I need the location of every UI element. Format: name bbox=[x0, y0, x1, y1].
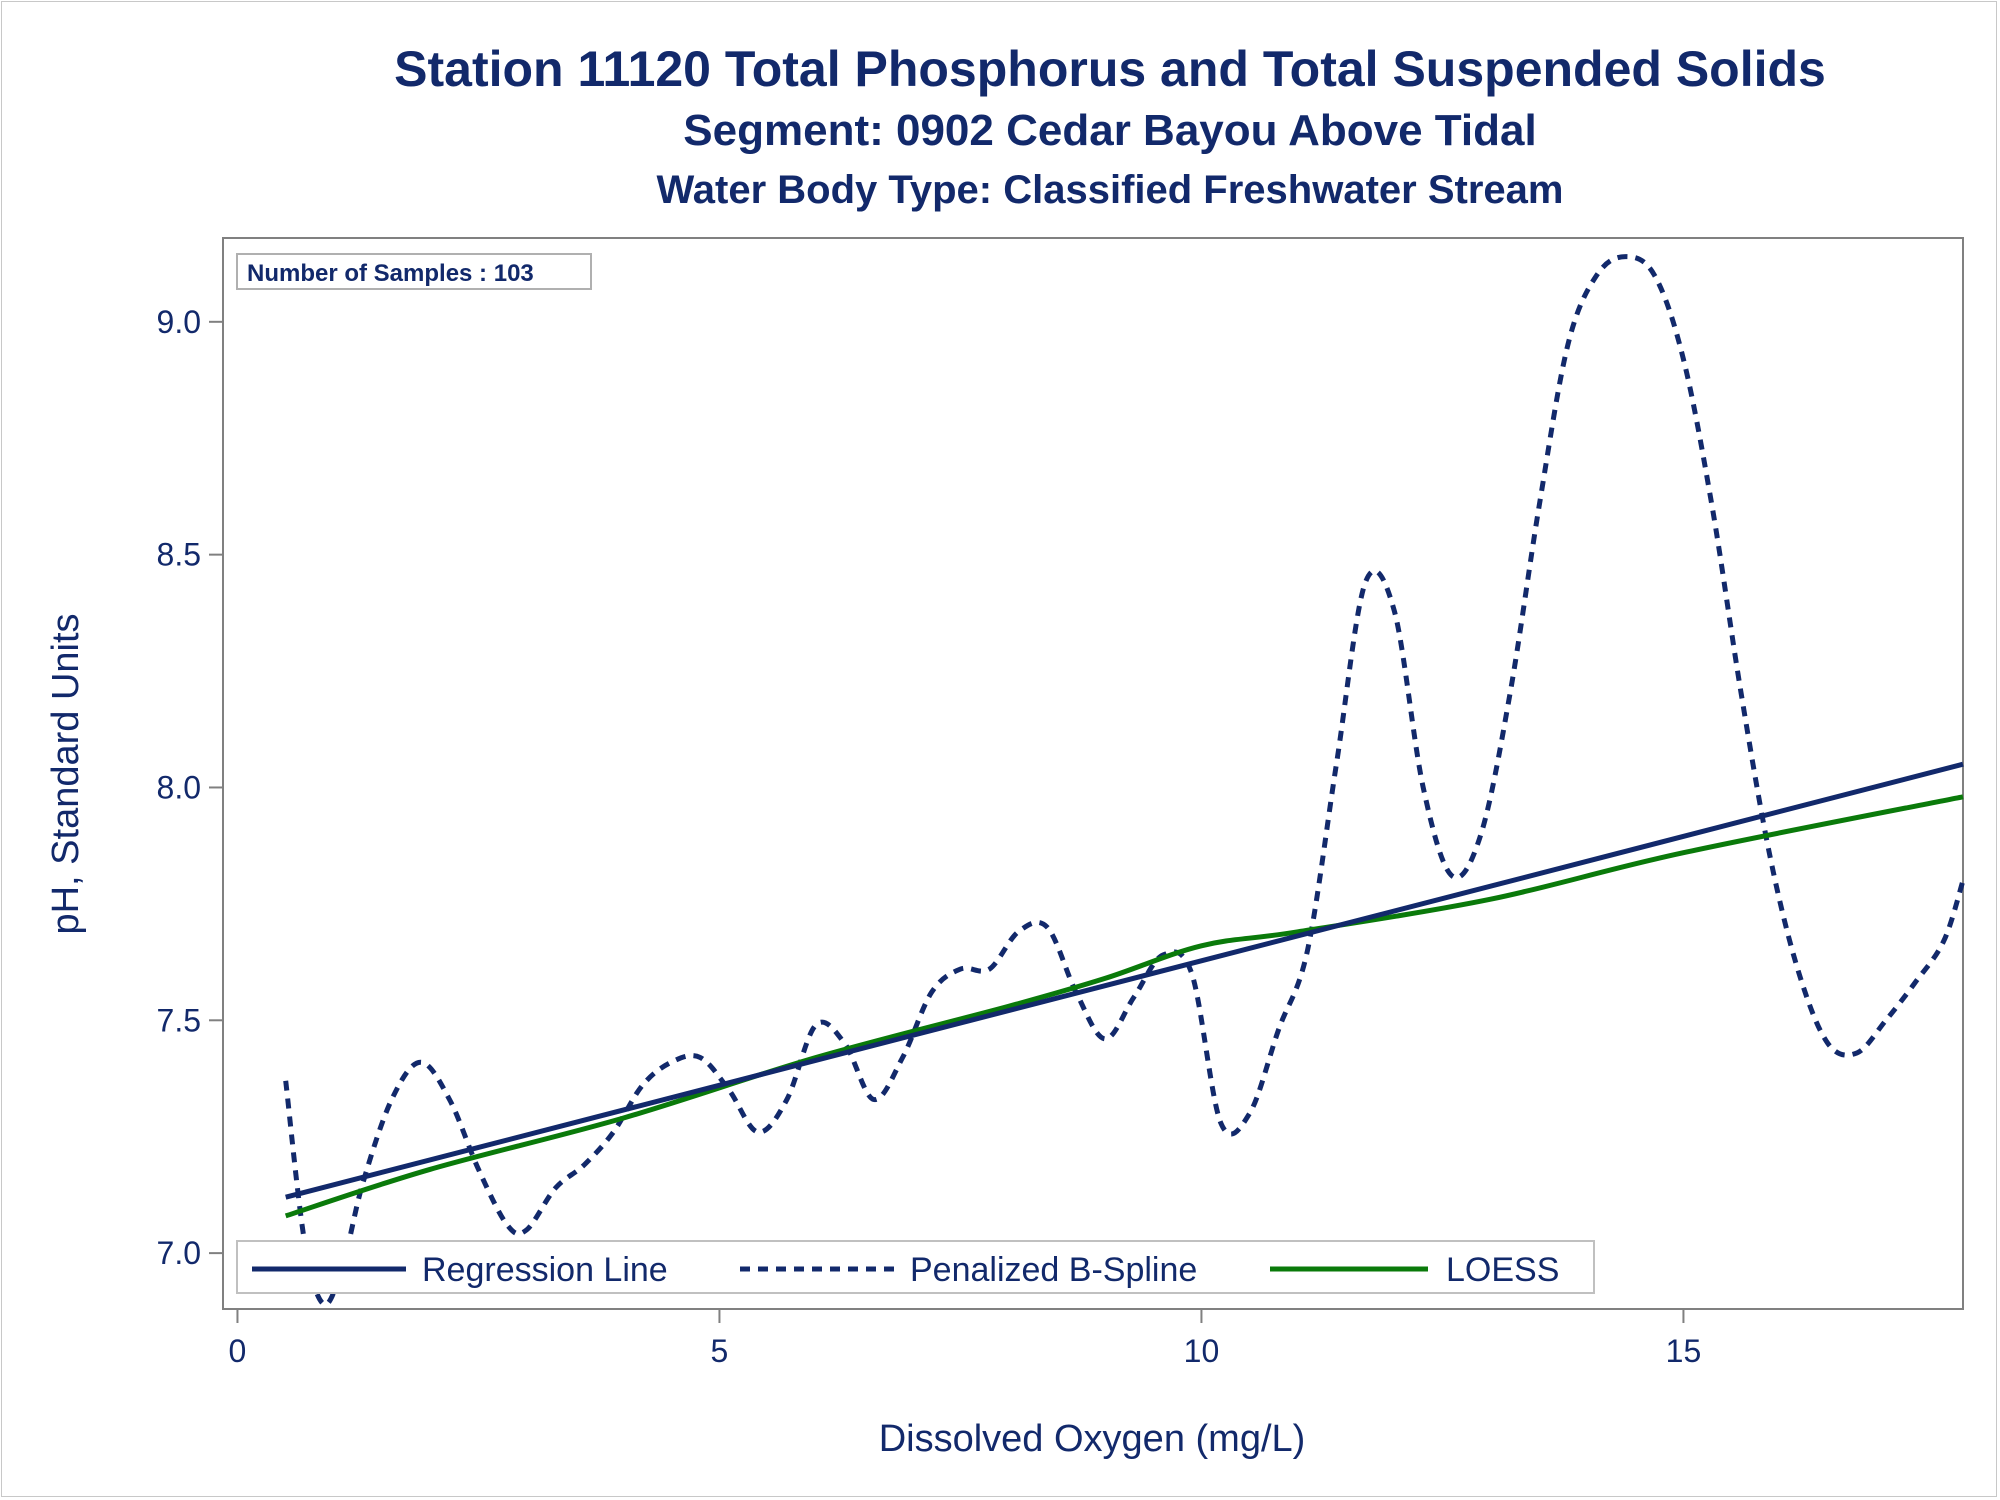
x-tick-label: 10 bbox=[1184, 1333, 1220, 1369]
y-axis: 7.0 7.5 8.0 8.5 9.0 bbox=[157, 304, 223, 1271]
x-tick-label: 15 bbox=[1666, 1333, 1702, 1369]
chart-titles: Station 11120 Total Phosphorus and Total… bbox=[0, 0, 2000, 230]
legend-label-regression: Regression Line bbox=[422, 1251, 668, 1289]
sample-count-label: Number of Samples : 103 bbox=[247, 260, 534, 287]
x-tick-label: 5 bbox=[711, 1333, 729, 1369]
y-tick-label: 7.0 bbox=[157, 1235, 201, 1271]
legend-label-loess: LOESS bbox=[1446, 1251, 1559, 1289]
x-axis: 0 5 10 15 bbox=[229, 1309, 1702, 1369]
y-tick-label: 9.0 bbox=[157, 304, 201, 340]
loess-line bbox=[284, 794, 1964, 1219]
legend-label-spline: Penalized B-Spline bbox=[910, 1251, 1197, 1289]
regression-line bbox=[285, 761, 1964, 1200]
chart-subtitle-waterbody: Water Body Type: Classified Freshwater S… bbox=[656, 168, 1564, 212]
y-tick-label: 8.0 bbox=[157, 769, 201, 805]
chart-title: Station 11120 Total Phosphorus and Total… bbox=[394, 41, 1826, 97]
y-axis-label: pH, Standard Units bbox=[45, 613, 87, 934]
legend: Regression Line Penalized B-Spline LOESS bbox=[236, 1240, 1595, 1294]
y-tick-label: 8.5 bbox=[157, 537, 201, 573]
chart-subtitle-segment: Segment: 0902 Cedar Bayou Above Tidal bbox=[683, 106, 1537, 155]
y-tick-label: 7.5 bbox=[157, 1002, 201, 1038]
sample-count-box bbox=[236, 253, 592, 290]
plot-area-border bbox=[222, 237, 1964, 1310]
penalized-b-spline-line bbox=[283, 254, 1966, 1307]
x-tick-label: 0 bbox=[229, 1333, 247, 1369]
x-axis-label: Dissolved Oxygen (mg/L) bbox=[879, 1418, 1306, 1460]
series-lines bbox=[283, 254, 1966, 1307]
